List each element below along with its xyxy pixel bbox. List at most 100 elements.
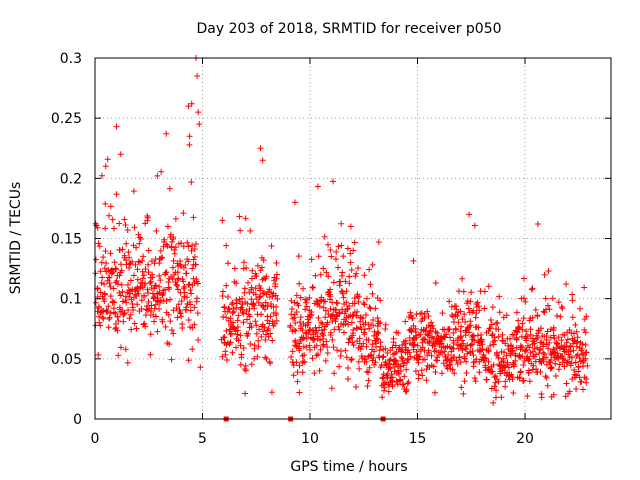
data-point (303, 344, 310, 351)
chart-title: Day 203 of 2018, SRMTID for receiver p05… (196, 21, 501, 37)
data-point (527, 326, 534, 333)
data-point (242, 215, 249, 222)
data-point (330, 279, 337, 286)
data-point (236, 213, 243, 220)
data-point (365, 337, 372, 344)
data-point (192, 261, 199, 268)
data-point (108, 270, 115, 277)
data-point (558, 337, 565, 344)
data-point (184, 239, 191, 246)
data-point (117, 292, 124, 299)
data-point (526, 356, 533, 363)
data-point (449, 312, 456, 319)
data-point (124, 226, 131, 233)
data-point (234, 317, 241, 324)
data-point (380, 387, 387, 394)
data-point (92, 256, 99, 263)
data-point (241, 259, 248, 266)
data-point (377, 343, 384, 350)
data-point (520, 275, 527, 282)
data-point (191, 304, 198, 311)
data-point (145, 214, 152, 221)
data-point (238, 354, 245, 361)
data-point (478, 337, 485, 344)
data-point (117, 261, 124, 268)
data-point (342, 347, 349, 354)
data-point (255, 343, 262, 350)
data-point (114, 327, 121, 334)
data-point (392, 342, 399, 349)
data-point (320, 341, 327, 348)
data-point (382, 326, 389, 333)
data-point (492, 394, 499, 401)
data-point (94, 224, 101, 231)
data-point (360, 300, 367, 307)
data-point (428, 319, 435, 326)
data-point (251, 305, 258, 312)
data-point (429, 322, 436, 329)
data-point (267, 330, 274, 337)
data-point (324, 350, 331, 357)
data-point (122, 346, 129, 353)
data-point (195, 336, 202, 343)
data-point (498, 394, 505, 401)
data-point (306, 342, 313, 349)
data-point (372, 305, 379, 312)
data-point (399, 381, 406, 388)
data-point (544, 382, 551, 389)
data-point (548, 364, 555, 371)
data-point (540, 349, 547, 356)
data-point (346, 280, 353, 287)
data-point (399, 347, 406, 354)
data-point (559, 305, 566, 312)
data-point (545, 302, 552, 309)
data-point (376, 347, 383, 354)
data-point (468, 289, 475, 296)
data-point (418, 310, 425, 317)
data-point (181, 283, 188, 290)
data-point (382, 345, 389, 352)
data-point (421, 356, 428, 363)
data-point (350, 247, 357, 254)
data-point (569, 314, 576, 321)
data-point (581, 284, 588, 291)
data-point (523, 328, 530, 335)
data-point (412, 368, 419, 375)
data-point (446, 361, 453, 368)
data-point (354, 293, 361, 300)
data-point (366, 304, 373, 311)
data-point (457, 328, 464, 335)
data-points (92, 55, 591, 422)
data-point (168, 356, 175, 363)
data-point (319, 320, 326, 327)
data-point (134, 276, 141, 283)
data-point (401, 373, 408, 380)
data-point (319, 330, 326, 337)
data-point (347, 250, 354, 257)
data-point (190, 214, 197, 221)
data-point (469, 348, 476, 355)
data-point (162, 269, 169, 276)
data-point (262, 306, 269, 313)
data-point (92, 299, 99, 306)
data-point (566, 327, 573, 334)
data-point (543, 354, 550, 361)
data-point (379, 394, 386, 401)
data-point (164, 223, 171, 230)
data-point (174, 314, 181, 321)
data-point (261, 324, 268, 331)
data-point (570, 347, 577, 354)
data-point (177, 261, 184, 268)
data-point (101, 298, 108, 305)
data-point (171, 271, 178, 278)
data-point (349, 339, 356, 346)
data-point (219, 288, 226, 295)
data-point (307, 312, 314, 319)
data-point (158, 255, 165, 262)
data-point (258, 333, 265, 340)
data-point (163, 269, 170, 276)
data-point (487, 317, 494, 324)
data-point (325, 273, 332, 280)
data-point (115, 352, 122, 359)
data-point (292, 339, 299, 346)
